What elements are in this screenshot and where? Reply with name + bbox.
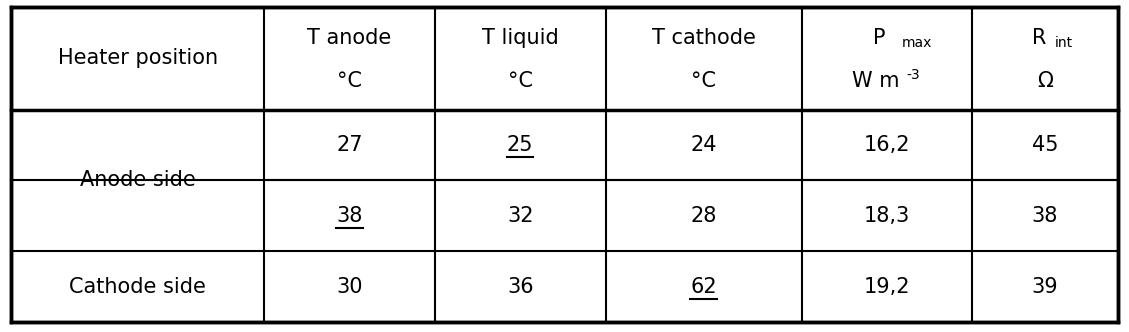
Text: 24: 24	[690, 135, 717, 155]
Text: 38: 38	[336, 206, 362, 226]
Text: 36: 36	[507, 277, 534, 296]
Text: Anode side: Anode side	[80, 170, 195, 191]
Text: P: P	[873, 28, 885, 47]
Text: Heater position: Heater position	[58, 48, 218, 68]
Text: Cathode side: Cathode side	[69, 277, 207, 296]
Text: 25: 25	[507, 135, 534, 155]
Text: 19,2: 19,2	[864, 277, 910, 296]
Text: T anode: T anode	[307, 28, 392, 47]
Text: 32: 32	[507, 206, 534, 226]
Text: 27: 27	[336, 135, 362, 155]
Text: 38: 38	[1032, 206, 1058, 226]
Text: T cathode: T cathode	[651, 28, 755, 47]
Text: 16,2: 16,2	[864, 135, 910, 155]
Text: 30: 30	[336, 277, 362, 296]
Text: -3: -3	[907, 68, 920, 82]
Text: °C: °C	[691, 71, 716, 91]
Text: Ω: Ω	[1038, 71, 1053, 91]
Text: int: int	[1056, 36, 1074, 50]
Text: °C: °C	[508, 71, 533, 91]
Text: °C: °C	[338, 71, 362, 91]
Text: 18,3: 18,3	[864, 206, 910, 226]
Text: 62: 62	[690, 277, 717, 296]
Text: 28: 28	[691, 206, 717, 226]
Text: 45: 45	[1032, 135, 1058, 155]
Text: W m: W m	[852, 71, 900, 91]
Text: T liquid: T liquid	[482, 28, 559, 47]
Text: 39: 39	[1032, 277, 1058, 296]
Text: max: max	[902, 36, 933, 50]
Text: R: R	[1032, 28, 1047, 47]
